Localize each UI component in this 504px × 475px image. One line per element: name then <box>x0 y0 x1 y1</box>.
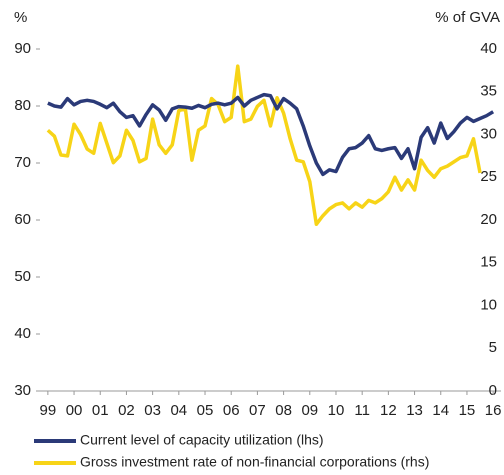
y2-tick-label: 40 <box>480 40 497 57</box>
y-tick-label: 90 <box>14 40 31 57</box>
x-tick-label: 15 <box>459 402 476 419</box>
x-tick-label: 16 <box>485 402 502 419</box>
x-tick-label: 08 <box>275 402 292 419</box>
x-tick-label: 07 <box>249 402 266 419</box>
legend-label: Current level of capacity utilization (l… <box>80 432 324 448</box>
x-tick-label: 03 <box>144 402 161 419</box>
y-tick-label: 50 <box>14 268 31 285</box>
x-tick-label: 04 <box>170 402 187 419</box>
y-axis-label: % <box>14 9 27 26</box>
y2-tick-label: 25 <box>480 168 497 185</box>
x-tick-label: 05 <box>197 402 214 419</box>
x-tick-label: 99 <box>40 402 57 419</box>
y-tick-label: 40 <box>14 325 31 342</box>
legend-label: Gross investment rate of non-financial c… <box>80 454 429 470</box>
y-tick-label: 60 <box>14 211 31 228</box>
x-tick-label: 10 <box>328 402 345 419</box>
x-tick-label: 12 <box>380 402 397 419</box>
y2-axis-label: % of GVA <box>435 9 500 26</box>
x-tick-label: 01 <box>92 402 109 419</box>
x-tick-label: 14 <box>432 402 449 419</box>
series-line <box>47 92 495 177</box>
y2-tick-label: 30 <box>480 125 497 142</box>
y2-tick-label: 35 <box>480 83 497 100</box>
y-tick-label: 30 <box>14 382 31 399</box>
y2-tick-label: 0 <box>489 382 497 399</box>
x-tick-label: 11 <box>354 402 370 419</box>
x-tick-label: 06 <box>223 402 240 419</box>
y2-tick-label: 15 <box>480 254 497 271</box>
x-tick-label: 09 <box>301 402 318 419</box>
y-tick-label: 70 <box>14 154 31 171</box>
y2-tick-label: 10 <box>480 296 497 313</box>
y2-tick-label: 20 <box>480 211 497 228</box>
x-tick-label: 02 <box>118 402 135 419</box>
y-tick-label: 80 <box>14 97 31 114</box>
y2-tick-label: 5 <box>489 339 497 356</box>
series-line <box>46 64 482 227</box>
x-tick-label: 00 <box>66 402 83 419</box>
x-tick-label: 13 <box>406 402 423 419</box>
